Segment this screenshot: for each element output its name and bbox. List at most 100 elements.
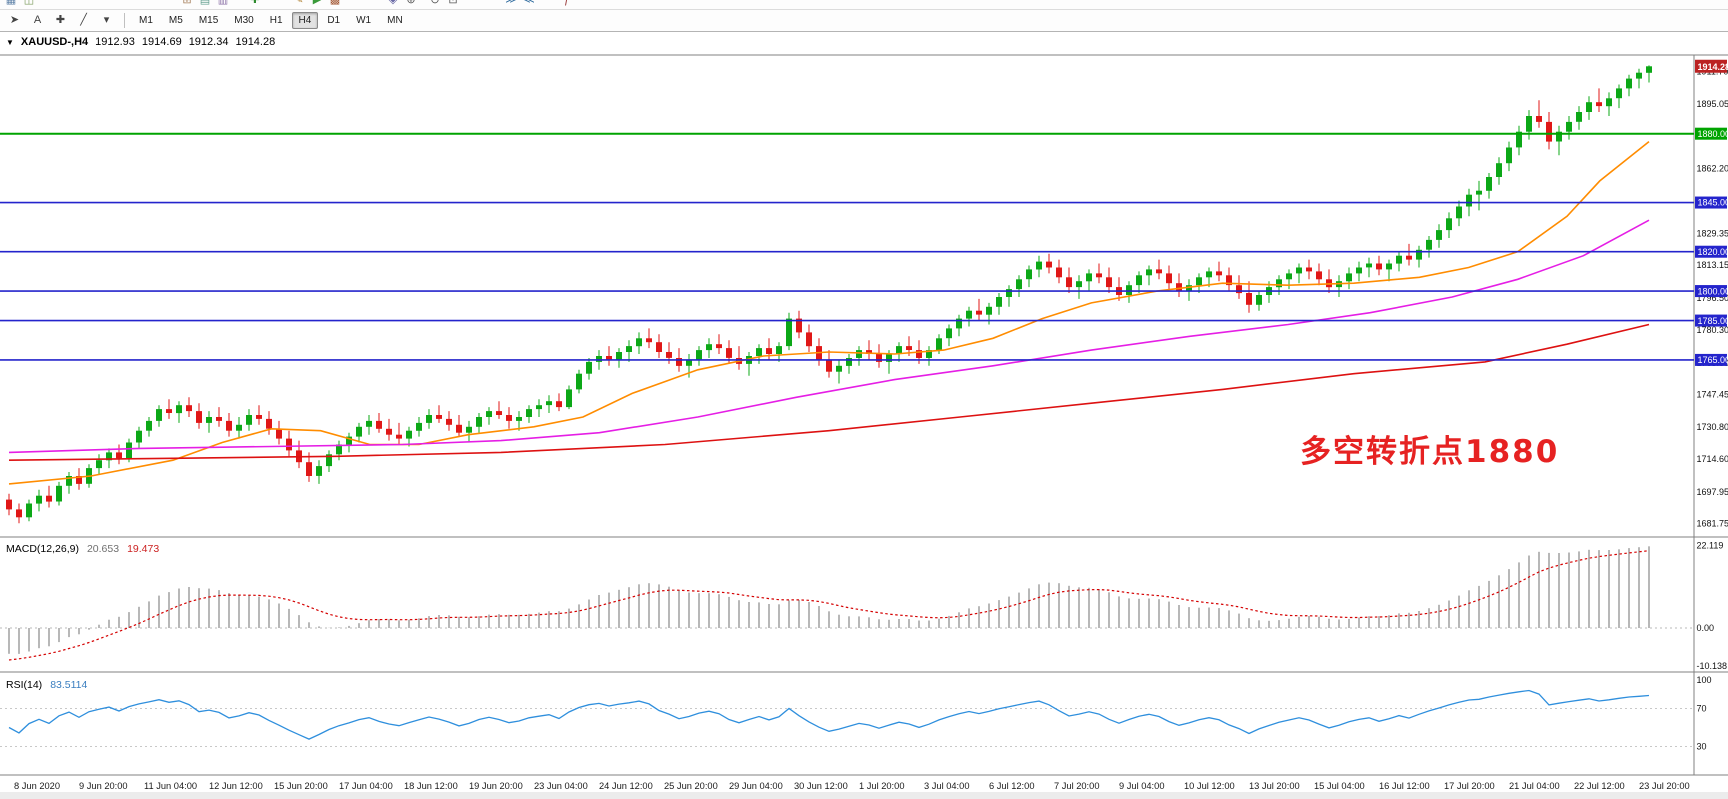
tools-toolbar: ➤ A ✚ ╱ ▾ M1 M5 M15 M30 H1 H4 D1 W1 MN xyxy=(0,10,1728,32)
svg-text:22.119: 22.119 xyxy=(1697,541,1724,551)
chart-annotation-text[interactable]: 多空转折点1880 xyxy=(1300,434,1560,470)
line-studies-tools: ➤ A ✚ ╱ ▾ xyxy=(3,11,118,30)
svg-text:1681.75: 1681.75 xyxy=(1697,519,1728,529)
svg-text:1730.80: 1730.80 xyxy=(1697,422,1728,432)
svg-text:9 Jul 04:00: 9 Jul 04:00 xyxy=(1119,781,1165,791)
chart-frame xyxy=(0,54,1728,776)
svg-text:-10.138: -10.138 xyxy=(1697,661,1728,671)
svg-text:24 Jun 12:00: 24 Jun 12:00 xyxy=(599,781,653,791)
svg-text:23 Jun 04:00: 23 Jun 04:00 xyxy=(534,781,588,791)
svg-text:1780.30: 1780.30 xyxy=(1697,325,1728,335)
timeframe-d1[interactable]: D1 xyxy=(327,15,341,26)
timeframe-m5[interactable]: M5 xyxy=(168,15,183,26)
svg-text:23 Jul 20:00: 23 Jul 20:00 xyxy=(1639,781,1690,791)
data-window-icon[interactable]: ◫ xyxy=(23,0,35,6)
line-studies-dropdown[interactable]: ▾ xyxy=(103,14,110,26)
svg-text:29 Jun 04:00: 29 Jun 04:00 xyxy=(729,781,783,791)
svg-text:6 Jul 12:00: 6 Jul 12:00 xyxy=(989,781,1035,791)
svg-text:12 Jun 12:00: 12 Jun 12:00 xyxy=(209,781,263,791)
svg-text:25 Jun 20:00: 25 Jun 20:00 xyxy=(664,781,718,791)
macd-layer: 22.119 0.00 -10.138 xyxy=(0,541,1727,671)
svg-text:1845.00: 1845.00 xyxy=(1698,198,1728,208)
cursor-tool-button[interactable]: ➤ xyxy=(9,14,20,26)
rsi-indicator-label: RSI(14) 83.5114 xyxy=(6,679,87,691)
svg-text:15 Jul 04:00: 15 Jul 04:00 xyxy=(1314,781,1365,791)
svg-text:1 Jul 20:00: 1 Jul 20:00 xyxy=(859,781,905,791)
ma-slow-red xyxy=(8,323,1650,461)
svg-text:70: 70 xyxy=(1697,704,1707,714)
strategy-tester-icon[interactable]: ▥ xyxy=(217,0,229,6)
market-watch-icon[interactable]: ▦ xyxy=(5,0,17,6)
open-value: 1912.93 xyxy=(95,36,135,48)
svg-text:1914.28: 1914.28 xyxy=(1698,62,1728,72)
new-order-icon[interactable]: ✚ xyxy=(250,0,260,6)
time-scale: 8 Jun 2020 9 Jun 20:00 11 Jun 04:00 12 Jun … xyxy=(0,781,1728,799)
svg-text:17 Jul 20:00: 17 Jul 20:00 xyxy=(1444,781,1495,791)
svg-text:1765.00: 1765.00 xyxy=(1698,355,1728,365)
autotrading-icon[interactable]: ▶ xyxy=(312,0,322,6)
toolbar-separator xyxy=(124,13,125,28)
trendline-tool-button[interactable]: ╱ xyxy=(80,14,87,26)
svg-text:1829.35: 1829.35 xyxy=(1697,228,1728,238)
crosshair-tool-button[interactable]: ✚ xyxy=(55,14,66,26)
svg-text:3 Jul 04:00: 3 Jul 04:00 xyxy=(924,781,970,791)
timeframe-m1[interactable]: M1 xyxy=(139,15,153,26)
svg-text:1697.95: 1697.95 xyxy=(1697,487,1728,497)
timeframe-mn[interactable]: MN xyxy=(387,15,403,26)
svg-text:19 Jun 20:00: 19 Jun 20:00 xyxy=(469,781,523,791)
svg-text:15 Jun 20:00: 15 Jun 20:00 xyxy=(274,781,328,791)
svg-text:0.00: 0.00 xyxy=(1697,623,1715,633)
ohlc-info-line: ▼ XAUUSD-,H4 1912.93 1914.69 1912.34 191… xyxy=(6,36,275,48)
timeframe-h1[interactable]: H1 xyxy=(269,15,283,26)
high-value: 1914.69 xyxy=(141,36,182,48)
svg-text:1820.00: 1820.00 xyxy=(1698,247,1728,257)
svg-text:17 Jun 04:00: 17 Jun 04:00 xyxy=(339,781,393,791)
svg-text:30 Jun 12:00: 30 Jun 12:00 xyxy=(794,781,848,791)
horizontal-level-lines[interactable]: 1880.00 1845.00 1820.00 1800.00 1785.00 1765.… xyxy=(0,127,1728,366)
svg-text:1796.50: 1796.50 xyxy=(1697,293,1728,303)
timeframe-m30[interactable]: M30 xyxy=(234,15,254,26)
svg-text:100: 100 xyxy=(1697,675,1712,685)
svg-text:1714.60: 1714.60 xyxy=(1697,454,1728,464)
rsi-name: RSI(14) xyxy=(6,679,43,691)
svg-text:1747.45: 1747.45 xyxy=(1697,389,1728,399)
macd-indicator-label: MACD(12,26,9) 20.653 19.473 xyxy=(6,543,159,555)
ma-fast-orange xyxy=(8,140,1650,485)
svg-text:8 Jun 2020: 8 Jun 2020 xyxy=(14,781,60,791)
chart-shift-icon[interactable]: ≪ xyxy=(523,0,535,6)
new-chart-icon[interactable]: ▩ xyxy=(329,0,341,6)
navigator-icon[interactable]: ⊞ xyxy=(182,0,192,6)
close-value: 1914.28 xyxy=(235,36,276,48)
low-value: 1912.34 xyxy=(188,36,229,48)
text-label-tool-button[interactable]: A xyxy=(33,14,42,26)
candles-layer xyxy=(6,65,1652,524)
last-price-label: 1914.28 xyxy=(1695,59,1728,73)
chart-canvas[interactable]: 1911.701895.051862.201829.351813.151796.… xyxy=(0,32,1728,799)
indicators-icon[interactable]: ƒ xyxy=(563,0,571,6)
terminal-icon[interactable]: ▤ xyxy=(199,0,211,6)
standard-toolbar: ▦ ◫ ⊞ ▤ ▥ ✚ ✎ ▶ ▩ ◈ ⊕ ⊖ ⊡ ≫ ≪ ƒ xyxy=(0,0,1728,10)
svg-text:1880.00: 1880.00 xyxy=(1698,129,1728,139)
timeframe-h4[interactable]: H4 xyxy=(291,12,319,29)
svg-text:16 Jul 12:00: 16 Jul 12:00 xyxy=(1379,781,1430,791)
rsi-value: 83.5114 xyxy=(50,679,88,691)
svg-text:1785.00: 1785.00 xyxy=(1698,316,1728,326)
zoom-in-icon[interactable]: ⊕ xyxy=(406,0,416,6)
chart-dropdown-icon[interactable]: ▼ xyxy=(6,37,14,47)
timeframe-m15[interactable]: M15 xyxy=(198,15,219,26)
profiles-icon[interactable]: ◈ xyxy=(388,0,398,6)
svg-text:18 Jun 12:00: 18 Jun 12:00 xyxy=(404,781,458,791)
chart-window: 1911.701895.051862.201829.351813.151796.… xyxy=(0,32,1728,799)
tile-windows-icon[interactable]: ⊡ xyxy=(448,0,458,6)
auto-scroll-icon[interactable]: ≫ xyxy=(505,0,517,6)
zoom-out-icon[interactable]: ⊖ xyxy=(430,0,440,6)
svg-text:22 Jul 12:00: 22 Jul 12:00 xyxy=(1574,781,1625,791)
ma-lines-layer xyxy=(8,140,1650,485)
svg-text:7 Jul 20:00: 7 Jul 20:00 xyxy=(1054,781,1100,791)
svg-text:11 Jun 04:00: 11 Jun 04:00 xyxy=(144,781,197,791)
timeframe-w1[interactable]: W1 xyxy=(356,15,372,26)
svg-text:1813.15: 1813.15 xyxy=(1697,260,1728,270)
svg-text:1895.05: 1895.05 xyxy=(1697,99,1728,109)
metaeditor-icon[interactable]: ✎ xyxy=(294,0,304,6)
svg-text:21 Jul 04:00: 21 Jul 04:00 xyxy=(1509,781,1560,791)
